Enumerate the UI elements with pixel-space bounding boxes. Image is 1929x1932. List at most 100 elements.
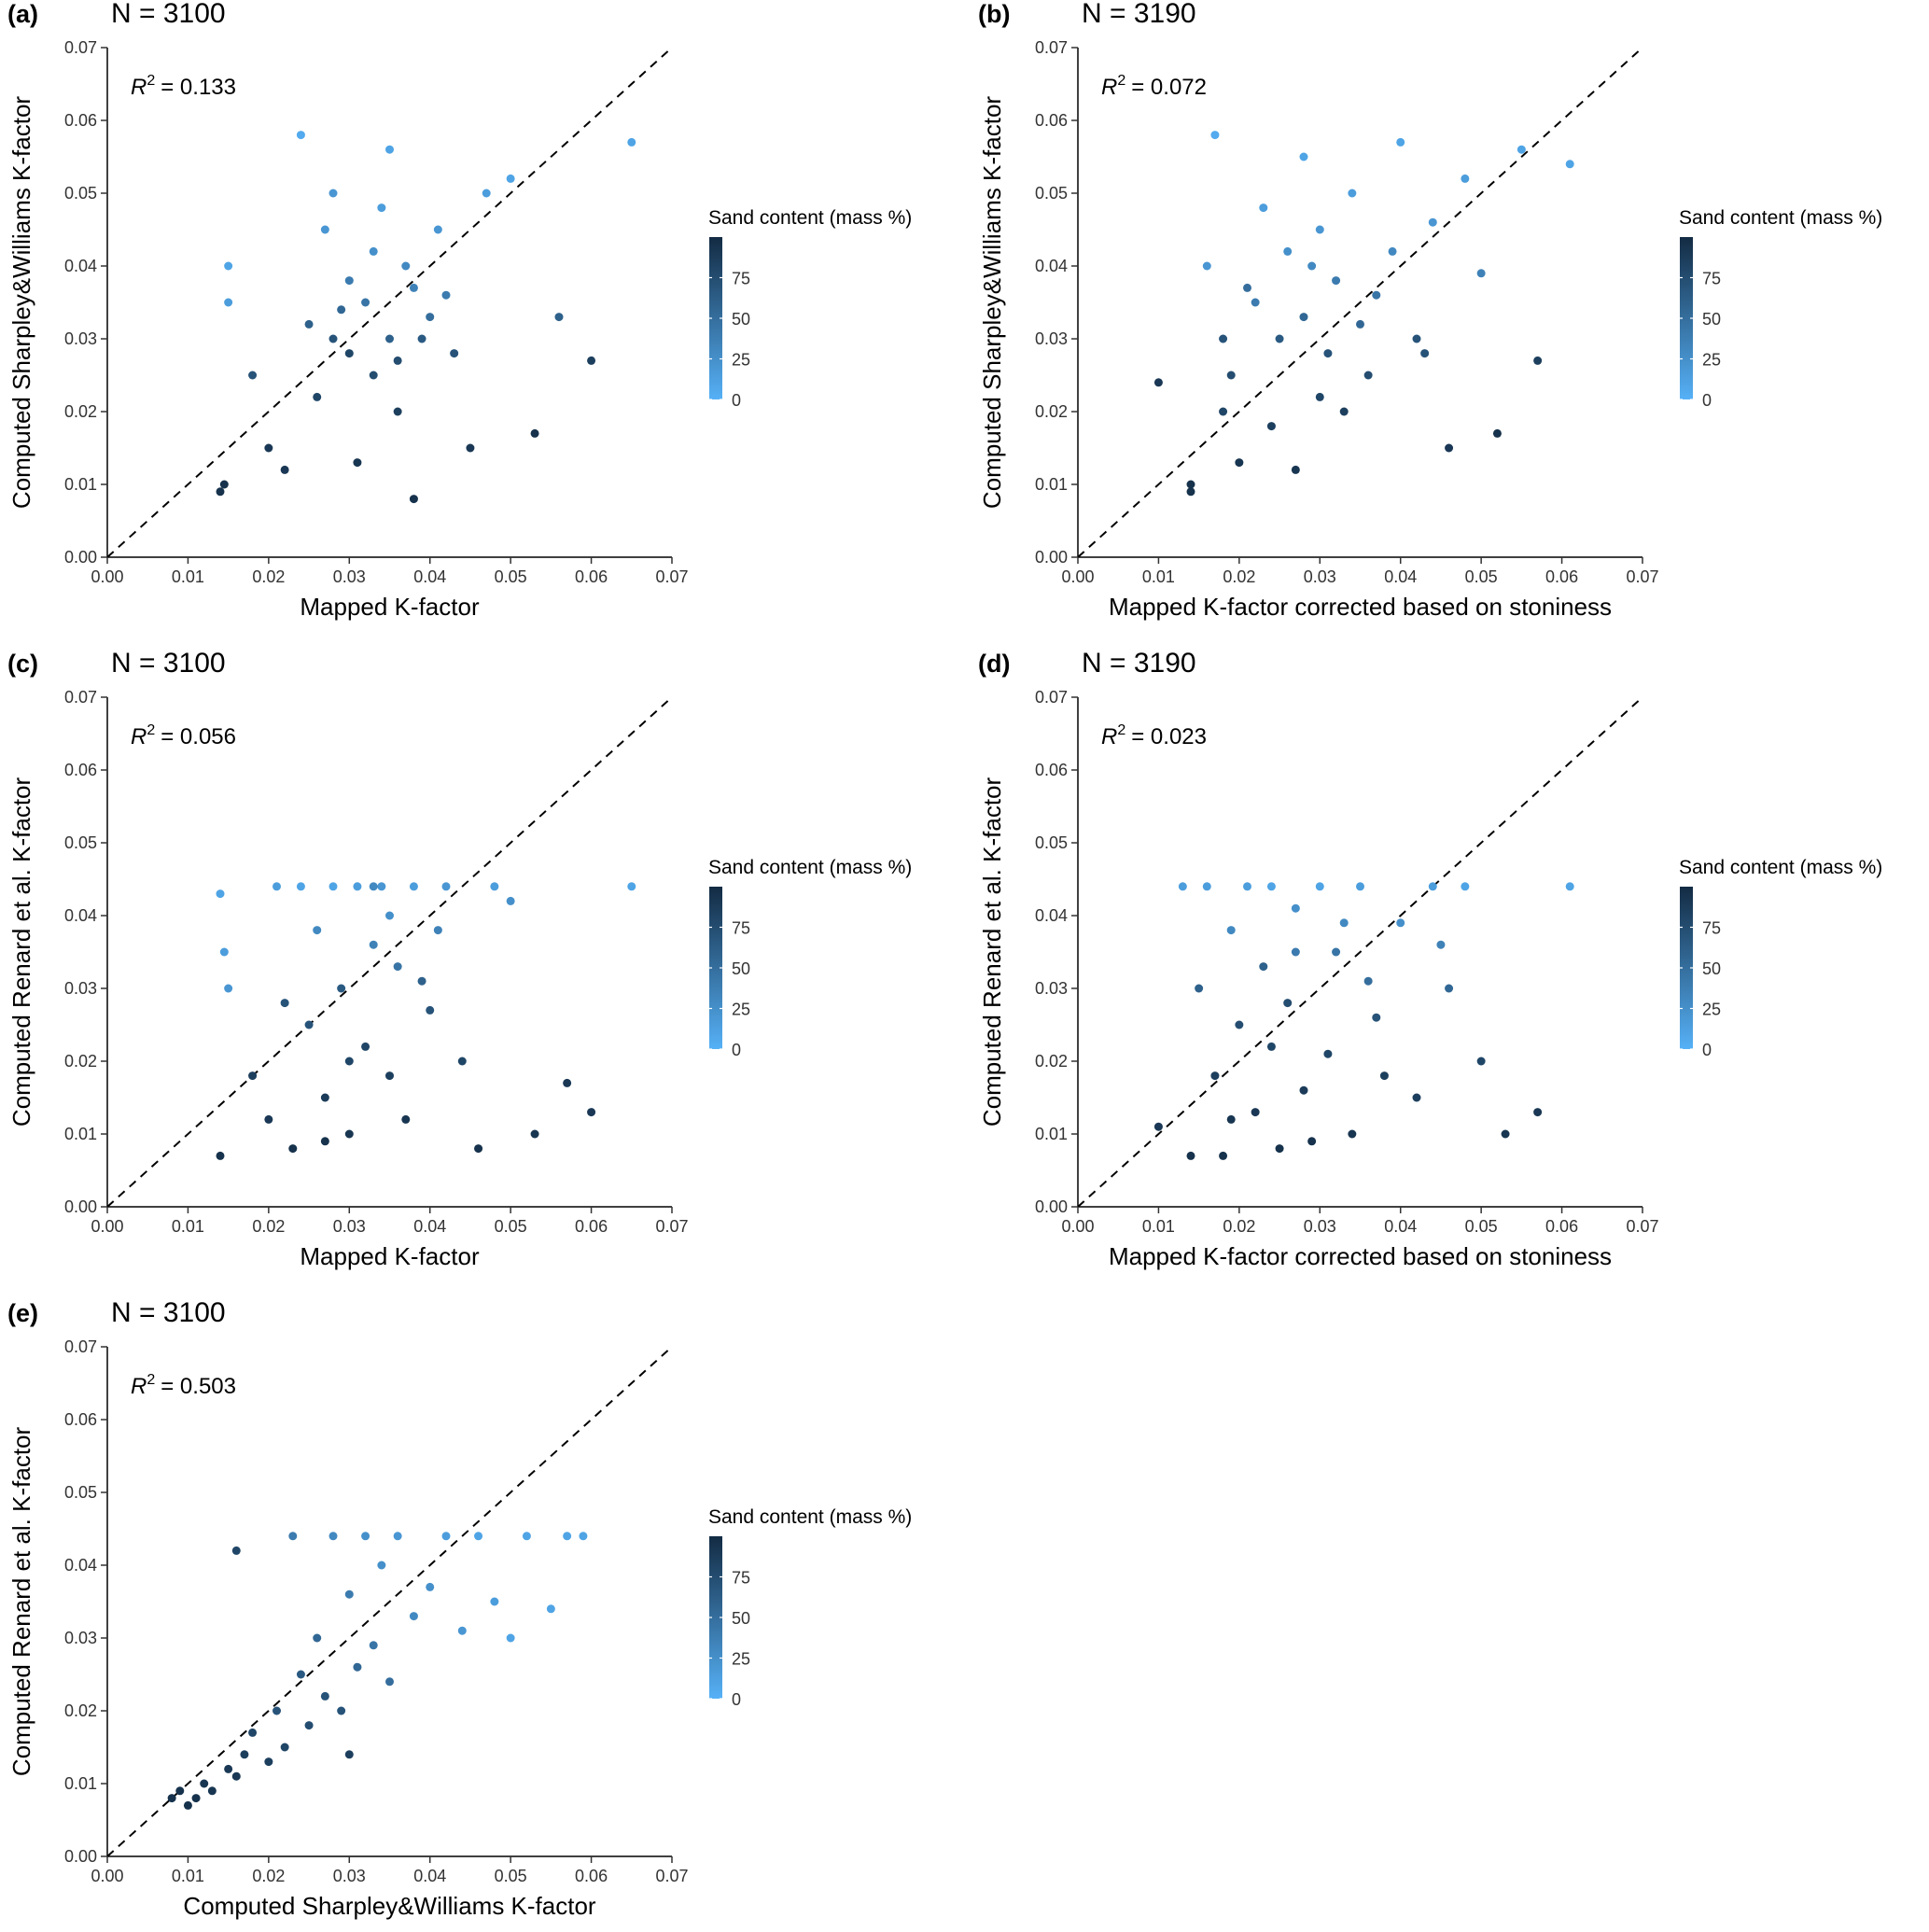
- point: [248, 1728, 258, 1737]
- point: [1299, 313, 1308, 322]
- colorbar-tick-label: 0: [732, 391, 741, 410]
- point: [417, 334, 426, 343]
- y-tick-label: 0.07: [64, 688, 97, 707]
- y-tick-label: 0.04: [1035, 257, 1068, 275]
- point: [490, 882, 499, 891]
- point: [1436, 940, 1446, 949]
- x-tick-label: 0.07: [655, 1217, 688, 1236]
- colorbar: [709, 887, 722, 1049]
- point: [409, 1612, 418, 1621]
- x-tick-label: 0.06: [1545, 1217, 1578, 1236]
- x-tick-label: 0.03: [1304, 1217, 1336, 1236]
- y-tick-label: 0.06: [64, 761, 97, 779]
- point: [1210, 131, 1220, 140]
- point: [216, 889, 225, 899]
- point: [369, 246, 378, 256]
- colorbar-tick-label: 50: [1702, 310, 1721, 329]
- point: [248, 371, 258, 380]
- x-tick-label: 0.00: [91, 1217, 123, 1236]
- point: [1428, 882, 1437, 891]
- r2-annotation: R2 = 0.503: [131, 1372, 236, 1399]
- point: [1565, 882, 1574, 891]
- colorbar-tick-label: 0: [1702, 1041, 1712, 1059]
- point: [1356, 882, 1364, 891]
- point: [313, 1633, 322, 1643]
- point: [441, 882, 451, 891]
- x-tick-label: 0.01: [172, 1217, 204, 1236]
- r2-text: = 0.503: [161, 1374, 236, 1399]
- y-tick-label: 0.01: [64, 1125, 97, 1143]
- point: [288, 1144, 298, 1154]
- point: [361, 1042, 370, 1051]
- y-tick-label: 0.04: [64, 257, 97, 275]
- x-tick-label: 0.00: [91, 1867, 123, 1885]
- point: [1226, 926, 1236, 935]
- x-tick-label: 0.06: [575, 1217, 608, 1236]
- point: [320, 225, 329, 234]
- point: [1275, 334, 1284, 343]
- r2-exponent: 2: [1117, 73, 1125, 89]
- colorbar-tick-label: 0: [732, 1041, 741, 1059]
- point: [1243, 283, 1251, 292]
- x-tick-label: 0.07: [655, 567, 688, 586]
- y-tick-label: 0.01: [1035, 1125, 1068, 1143]
- point: [337, 1706, 346, 1715]
- point: [1291, 903, 1300, 913]
- colorbar-title: Sand content (mass %): [708, 1506, 912, 1528]
- x-tick-label: 0.03: [1304, 567, 1336, 586]
- point: [1372, 1013, 1381, 1022]
- point: [1356, 319, 1364, 329]
- point: [409, 882, 418, 891]
- point: [1307, 261, 1317, 271]
- y-tick-label: 0.07: [64, 38, 97, 57]
- x-tick-label: 0.00: [1061, 567, 1094, 586]
- y-tick-label: 0.04: [1035, 906, 1068, 925]
- point: [1461, 174, 1470, 183]
- point: [1259, 962, 1268, 972]
- point: [280, 999, 289, 1008]
- point: [264, 1114, 273, 1124]
- colorbar-tick-label: 25: [1702, 351, 1721, 370]
- point: [1243, 882, 1251, 891]
- y-tick-label: 0.00: [64, 1197, 97, 1216]
- y-tick-label: 0.03: [64, 329, 97, 348]
- x-tick-label: 0.05: [495, 567, 527, 586]
- point: [417, 976, 426, 986]
- r2-symbol: R: [131, 724, 147, 749]
- point: [627, 882, 636, 891]
- point: [1420, 349, 1430, 358]
- y-tick-label: 0.01: [64, 1774, 97, 1793]
- point: [1259, 203, 1268, 213]
- colorbar-tick-label: 50: [732, 310, 750, 329]
- colorbar: [709, 237, 722, 399]
- point: [1501, 1129, 1510, 1139]
- colorbar-tick-label: 75: [1702, 919, 1721, 938]
- point: [1219, 334, 1228, 343]
- point: [1202, 882, 1211, 891]
- point: [522, 1532, 531, 1541]
- panel-title: N = 3100: [111, 0, 226, 29]
- r2-exponent: 2: [147, 73, 155, 89]
- point: [1476, 269, 1486, 278]
- colorbar-tick-label: 75: [732, 270, 750, 288]
- colorbar: [1680, 237, 1693, 399]
- point: [1517, 145, 1526, 154]
- point: [1235, 458, 1244, 468]
- point: [280, 465, 289, 474]
- point: [1315, 392, 1324, 401]
- y-tick-label: 0.05: [1035, 833, 1068, 852]
- point: [344, 1589, 354, 1599]
- point: [506, 1633, 515, 1643]
- x-tick-label: 0.04: [1384, 567, 1417, 586]
- point: [344, 1129, 354, 1139]
- point: [320, 1691, 329, 1701]
- point: [385, 1677, 394, 1687]
- point: [450, 349, 459, 358]
- x-tick-label: 0.00: [91, 567, 123, 586]
- y-tick-label: 0.02: [64, 1701, 97, 1720]
- x-tick-label: 0.04: [413, 1217, 446, 1236]
- x-tick-label: 0.06: [1545, 567, 1578, 586]
- point: [1153, 378, 1163, 387]
- point: [1299, 152, 1308, 161]
